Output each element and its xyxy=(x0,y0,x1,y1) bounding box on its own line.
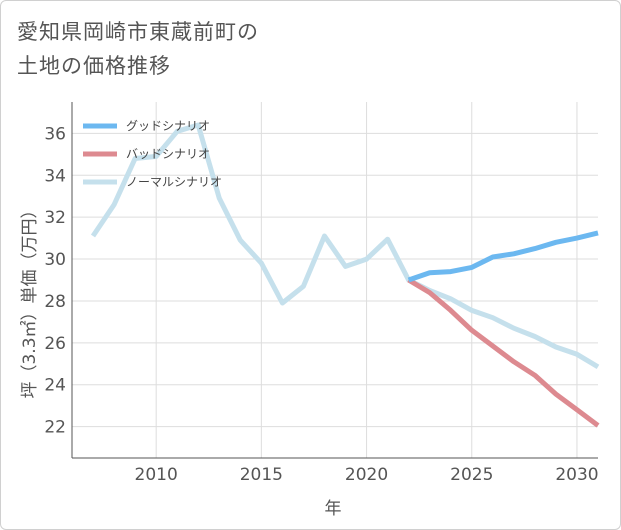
x-tick-label-2015: 2015 xyxy=(240,465,283,485)
series-lines xyxy=(90,122,600,428)
legend-label-2: バッドシナリオ xyxy=(126,147,210,161)
chart-title-line-1: 愛知県岡崎市東蔵前町の xyxy=(17,20,259,44)
x-tick-label-2020: 2020 xyxy=(345,465,388,485)
axes: 2010 2015 2020 2025 2030 22 24 26 28 30 32 34 36 年 坪（3… xyxy=(20,102,599,519)
y-tick-label-36: 36 xyxy=(44,124,66,144)
x-tick-label-2010: 2010 xyxy=(135,465,178,485)
series-line-1 xyxy=(407,230,599,283)
chart-title: 愛知県岡崎市東蔵前町の 土地の価格推移 xyxy=(17,15,437,83)
y-axis-title: 坪（3.3㎡）単価（万円） xyxy=(20,201,40,398)
y-tick-label-28: 28 xyxy=(44,292,66,312)
y-tick-label-24: 24 xyxy=(44,376,66,396)
y-tick-label-30: 30 xyxy=(44,250,66,270)
y-tick-label-22: 22 xyxy=(44,418,66,438)
y-tick-label-32: 32 xyxy=(44,208,66,228)
y-tick-label-34: 34 xyxy=(44,166,66,186)
series-line-3 xyxy=(90,122,600,370)
legend-label-3: ノーマルシナリオ xyxy=(126,175,222,189)
x-tick-label-2025: 2025 xyxy=(450,465,493,485)
y-tick-label-26: 26 xyxy=(44,334,66,354)
grid-lines xyxy=(72,102,598,458)
chart-title-line-2: 土地の価格推移 xyxy=(17,54,171,78)
series-line-2 xyxy=(407,277,600,428)
x-tick-label-2030: 2030 xyxy=(555,465,598,485)
x-axis-title: 年 xyxy=(325,499,342,519)
legend-label-1: グッドシナリオ xyxy=(126,119,210,133)
